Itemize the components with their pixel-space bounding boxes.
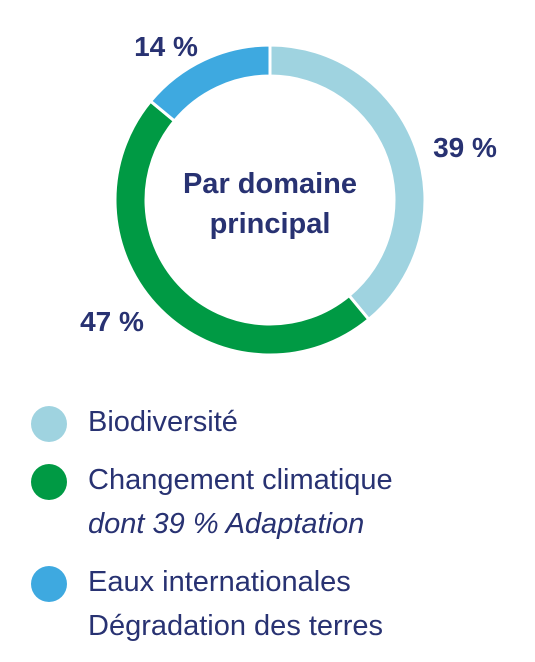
legend-item-biodiversite: Biodiversité xyxy=(30,400,530,444)
legend-item-changement-climatique: Changement climatique dont 39 % Adaptati… xyxy=(30,458,530,546)
slice-value-label: 39 % xyxy=(433,132,497,163)
legend-label: Biodiversité xyxy=(88,406,238,438)
legend-swatch-eaux-degradation xyxy=(31,566,67,602)
legend-item-eaux-degradation: Eaux internationales Dégradation des ter… xyxy=(30,560,530,648)
legend-label: Dégradation des terres xyxy=(88,610,383,642)
slice-value-label: 47 % xyxy=(80,306,144,337)
legend-swatch-biodiversite xyxy=(31,406,67,442)
slice-value-labels: 39 % 47 % 14 % xyxy=(80,31,497,337)
donut-slice xyxy=(148,43,272,124)
chart-title-line-1: Par domaine xyxy=(183,168,357,200)
legend-label: Eaux internationales xyxy=(88,566,351,598)
legend-label: Changement climatique xyxy=(88,464,393,496)
donut-slice xyxy=(113,99,371,357)
chart-legend: Biodiversité Changement climatique dont … xyxy=(30,400,530,662)
donut-slices xyxy=(113,43,427,357)
legend-note: dont 39 % Adaptation xyxy=(88,508,365,540)
chart-title-line-2: principal xyxy=(210,208,331,240)
donut-chart: Par domaine principal 39 % 47 % 14 % xyxy=(80,31,497,357)
legend-swatch-changement-climatique xyxy=(31,464,67,500)
slice-value-label: 14 % xyxy=(134,31,198,62)
